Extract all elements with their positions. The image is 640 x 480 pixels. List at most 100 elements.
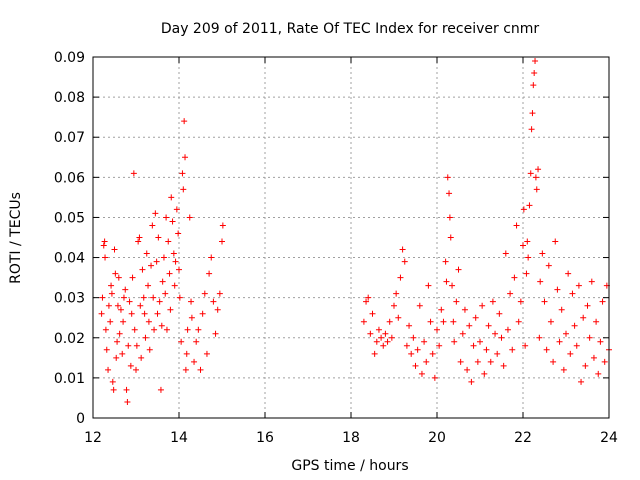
data-point [477,338,483,345]
data-point [182,154,189,161]
data-point [113,354,120,361]
data-point [158,322,165,329]
data-point [593,318,600,325]
data-point [457,358,464,365]
data-point [365,294,372,301]
data-point [159,278,166,285]
data-point [532,58,539,65]
data-point [124,398,131,405]
data-point [446,214,453,221]
data-point [126,298,133,305]
data-point [556,338,563,345]
data-point [427,318,434,325]
data-point [509,346,516,353]
data-point [219,238,225,245]
y-tick-label: 0 [76,411,85,427]
data-point [193,338,200,345]
chart-title: Day 209 of 2011, Rate Of TEC Index for r… [161,21,540,37]
x-tick-labels: 12 14 16 18 20 22 24 [84,430,618,446]
data-point [131,326,138,333]
data-point [138,354,145,361]
data-point [197,366,204,373]
data-point [102,326,109,333]
data-point [107,318,114,325]
data-point [135,238,142,245]
data-point [412,362,419,369]
data-point [434,326,440,333]
data-point [188,298,195,305]
data-point [380,342,387,349]
data-point [513,222,520,229]
data-point [567,350,574,357]
data-point [515,318,522,325]
data-point [397,274,404,281]
data-point [558,306,565,313]
data-point [455,266,462,273]
data-point [149,222,156,229]
data-point [363,298,370,305]
data-point [401,258,408,265]
x-tick-label: 14 [170,430,188,446]
data-point [166,270,173,277]
y-tick-labels: 0 0.01 0.02 0.03 0.04 0.05 0.06 0.07 0.08 0.09 [54,50,85,427]
data-point [176,294,183,301]
data-point [418,370,425,377]
data-point [449,282,456,289]
data-point [117,306,124,313]
data-point [167,306,174,313]
data-point [442,258,449,265]
data-point [450,318,457,325]
data-point [179,170,186,177]
data-point [210,298,217,305]
data-point [472,314,479,321]
data-point [148,262,155,269]
y-tick-label: 0.08 [54,90,85,106]
data-point [183,350,190,357]
data-point [141,310,148,317]
data-point [191,358,198,365]
data-point [386,318,393,325]
data-point [105,366,112,373]
data-point [142,334,149,341]
data-point [120,318,127,325]
data-point [114,302,121,309]
data-point [98,310,105,317]
data-point [523,270,530,277]
data-point [414,346,421,353]
data-point [369,310,376,317]
data-point [451,338,458,345]
data-point [136,234,143,241]
data-point [524,238,531,245]
y-tick-label: 0.09 [54,50,85,66]
data-point [219,222,226,229]
data-point [143,250,150,257]
data-point [99,294,106,301]
data-point [101,238,108,245]
data-point [212,330,219,337]
data-point [440,318,447,325]
data-point [584,302,591,309]
data-point [160,254,167,261]
data-point [108,282,115,289]
data-point [100,242,107,249]
data-point [550,358,557,365]
data-point [146,346,153,353]
data-point [382,330,389,337]
data-point [162,290,169,297]
data-point [541,298,548,305]
data-point [547,318,554,325]
data-point [115,274,122,281]
data-point [522,342,529,349]
data-point [533,186,540,193]
x-tick-label: 22 [514,430,532,446]
data-point [186,214,193,221]
data-point [178,338,185,345]
data-point [500,362,507,369]
data-point [531,70,538,77]
data-point [206,270,213,277]
data-point [152,210,159,217]
data-point [384,338,391,345]
data-point [487,358,494,365]
y-tick-label: 0.01 [54,371,85,387]
